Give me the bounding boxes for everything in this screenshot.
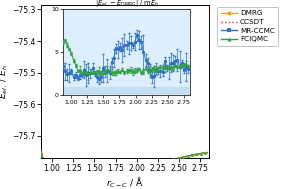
Title: $|E_{el.} - E_{\mathrm{DMRG}}|$ / m$E_h$: $|E_{el.} - E_{\mathrm{DMRG}}|$ / m$E_h$ <box>95 0 159 9</box>
Bar <box>63 87 190 95</box>
Legend: DMRG, CCSDT, MR-CCMC, FCIQMC: DMRG, CCSDT, MR-CCMC, FCIQMC <box>217 7 278 46</box>
Y-axis label: $E_{el.}$ / $E_h$: $E_{el.}$ / $E_h$ <box>0 64 10 99</box>
X-axis label: $r_{C-C}$ / Å: $r_{C-C}$ / Å <box>107 176 144 189</box>
